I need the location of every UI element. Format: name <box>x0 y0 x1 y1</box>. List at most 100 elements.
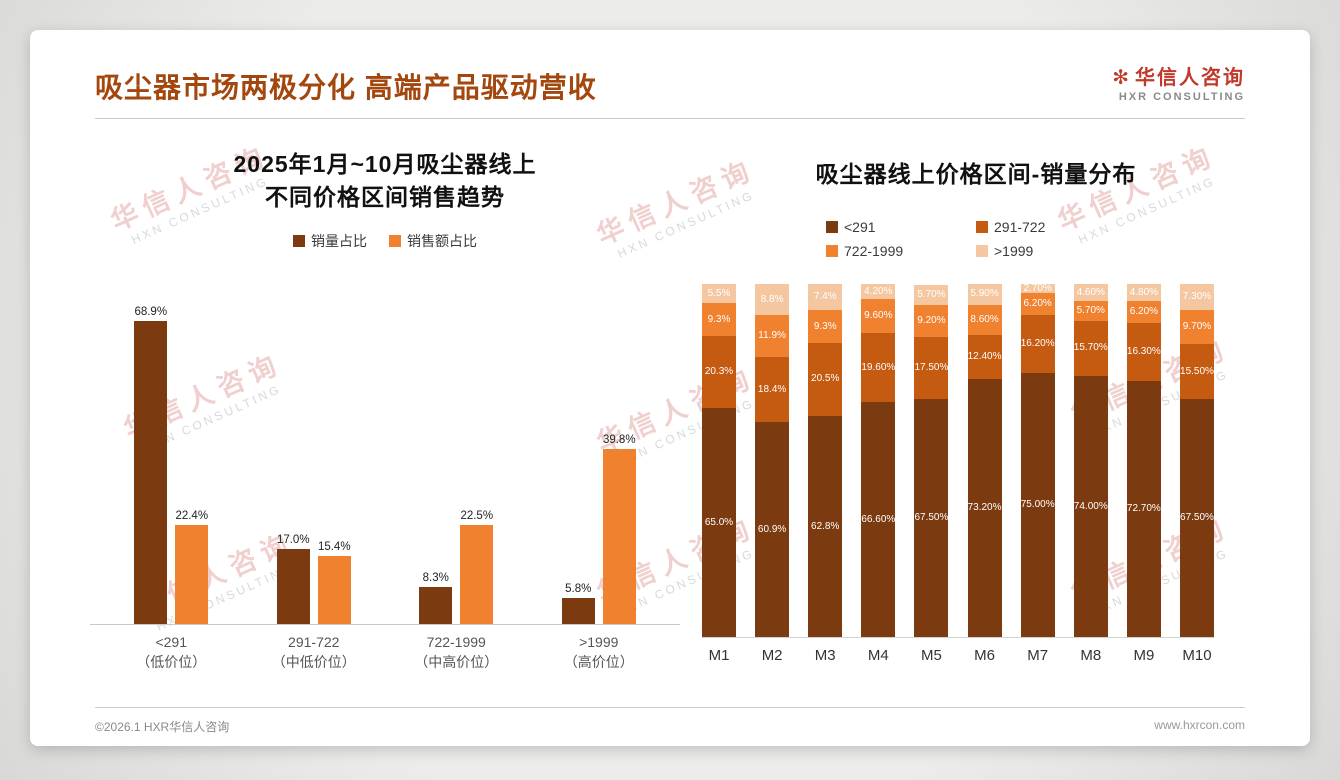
legend-item: <291 <box>826 219 976 235</box>
category-label: M1 <box>708 647 730 665</box>
legend-label: 销量占比 <box>311 232 367 249</box>
bar-segment: 15.70% <box>1073 320 1108 377</box>
segment-value-label: 4.20% <box>864 285 893 297</box>
legend-item: 销售额占比 <box>389 231 477 251</box>
bar-segment: 12.40% <box>967 335 1002 379</box>
bar-segment: 5.5% <box>702 284 736 304</box>
legend-item: 291-722 <box>976 219 1126 235</box>
bar-value-label: 5.8% <box>565 582 592 595</box>
category-label: M9 <box>1133 647 1155 665</box>
bar-segment: 20.5% <box>808 343 843 416</box>
segment-value-label: 18.4% <box>757 383 787 395</box>
bar-segment: 18.4% <box>755 357 790 423</box>
segment-value-label: 5.70% <box>1076 304 1105 316</box>
left-chart-legend: 销量占比 销售额占比 <box>90 231 680 251</box>
category-label: M7 <box>1027 647 1049 665</box>
category-label: M6 <box>974 647 995 665</box>
legend-item: 722-1999 <box>826 243 976 259</box>
category-range: 291-722 <box>288 633 340 650</box>
segment-value-label: 62.8% <box>811 520 840 532</box>
website-url: www.hxrcon.com <box>1154 718 1245 732</box>
right-chart-categories: M1 M2 M3 M4 M5 M6 M7 M8 M9 M10 <box>702 647 1214 664</box>
left-chart-plot: 68.9% 22.4% 17.0% 15.4% 8.3% 22.5% 5.8% 39.8% <box>90 295 680 625</box>
bar-segment: 20.3% <box>702 336 736 408</box>
legend-swatch <box>826 245 838 258</box>
bar-segment: 4.60% <box>1073 284 1108 301</box>
segment-value-label: 5.5% <box>707 287 731 299</box>
bar-group: 17.0% 15.4% <box>243 534 386 624</box>
bar-rect <box>419 586 453 624</box>
bar-segment: 62.8% <box>808 415 843 638</box>
legend-swatch <box>976 221 988 234</box>
bar: 68.9% <box>134 305 168 624</box>
segment-value-label: 11.9% <box>758 330 786 342</box>
bar-segment: 9.3% <box>808 310 843 344</box>
left-chart-title: 2025年1月~10月吸尘器线上 不同价格区间销售趋势 <box>90 148 680 215</box>
segment-value-label: 5.90% <box>970 288 999 300</box>
bar-segment: 5.70% <box>914 284 949 305</box>
category-label: M3 <box>814 647 836 665</box>
bar-segment: 67.50% <box>914 399 949 638</box>
bar-segment: 9.20% <box>914 304 949 338</box>
stacked-bar: 4.60% 5.70% 15.70% 74.00% <box>1073 284 1108 638</box>
segment-value-label: 72.70% <box>1126 503 1161 515</box>
bar: 17.0% <box>276 534 310 624</box>
legend-item: 销量占比 <box>293 231 367 251</box>
segment-value-label: 4.60% <box>1076 286 1105 298</box>
bar-segment: 65.0% <box>702 407 736 638</box>
category-tier: （中高价位） <box>414 653 499 670</box>
bar: 39.8% <box>602 433 636 624</box>
segment-value-label: 9.60% <box>864 310 893 322</box>
legend-swatch <box>976 245 988 258</box>
bar-value-label: 39.8% <box>602 433 636 446</box>
segment-value-label: 7.30% <box>1182 291 1212 303</box>
bar-segment: 16.30% <box>1126 323 1161 381</box>
bar: 8.3% <box>419 572 453 624</box>
stacked-bar: 2.70% 6.20% 16.20% 75.00% <box>1020 283 1055 638</box>
segment-value-label: 12.40% <box>967 351 1002 363</box>
bar-rect <box>460 524 494 624</box>
legend-label: <291 <box>844 219 876 236</box>
header: 吸尘器市场两极分化 高端产品驱动营收 ✻ 华信人咨询 HXR CONSULTING <box>95 66 1245 106</box>
bar-rect <box>561 597 595 624</box>
segment-value-label: 67.50% <box>914 512 949 524</box>
right-chart-title: 吸尘器线上价格区间-销量分布 <box>815 161 1137 187</box>
bar-segment: 9.70% <box>1179 310 1214 345</box>
bar-segment: 72.70% <box>1126 380 1161 638</box>
category-range: <291 <box>155 633 188 650</box>
legend-swatch <box>389 234 401 247</box>
bar-segment: 17.50% <box>914 337 949 400</box>
segment-value-label: 15.50% <box>1180 365 1214 377</box>
bar-segment: 7.4% <box>808 284 843 311</box>
category-label: M8 <box>1080 647 1102 665</box>
category-tier: （高价位） <box>563 653 634 670</box>
stacked-bar: 5.5% 9.3% 20.3% 65.0% <box>702 284 736 638</box>
footer-divider <box>95 707 1245 708</box>
segment-value-label: 9.70% <box>1182 321 1212 333</box>
right-chart-plot: 5.5% 9.3% 20.3% 65.0% 8.8% 11.9% 18.4% 60.9% 7.4… <box>702 283 1214 639</box>
segment-value-label: 15.70% <box>1073 342 1108 354</box>
logo-flower-icon: ✻ <box>1112 67 1131 89</box>
category-label: 291-722 （中低价位） <box>243 632 386 673</box>
bar-segment: 6.20% <box>1020 293 1055 316</box>
bar-value-label: 68.9% <box>134 305 168 318</box>
grouped-bar-chart: 2025年1月~10月吸尘器线上 不同价格区间销售趋势 销量占比 销售额占比 68… <box>90 140 680 672</box>
left-chart-title-line1: 2025年1月~10月吸尘器线上 <box>233 151 537 177</box>
bar-segment: 2.70% <box>1020 283 1055 294</box>
segment-value-label: 4.80% <box>1129 286 1159 298</box>
segment-value-label: 16.20% <box>1020 337 1055 349</box>
bar: 5.8% <box>561 582 595 624</box>
bar-segment: 7.30% <box>1179 284 1214 311</box>
segment-value-label: 67.50% <box>1180 512 1214 524</box>
segment-value-label: 74.00% <box>1073 500 1108 512</box>
bar-segment: 6.20% <box>1126 301 1161 324</box>
category-tier: （中低价位） <box>271 653 356 670</box>
header-divider <box>95 118 1245 119</box>
bar: 22.5% <box>460 510 494 624</box>
stacked-bar: 7.4% 9.3% 20.5% 62.8% <box>808 284 843 638</box>
segment-value-label: 9.3% <box>813 320 837 332</box>
logo-en-text: HXR CONSULTING <box>1118 91 1245 103</box>
copyright-text: ©2026.1 HXR华信人咨询 <box>95 720 230 734</box>
bar-segment: 9.3% <box>702 303 736 337</box>
